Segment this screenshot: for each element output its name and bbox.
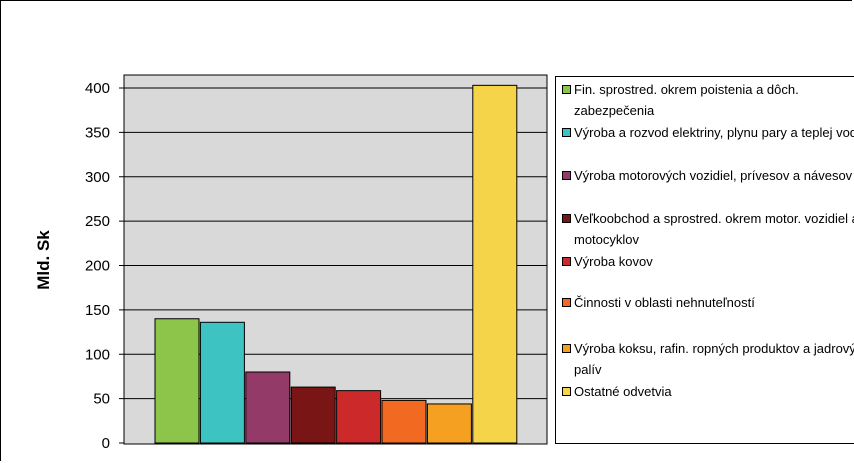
y-tick-label: 50	[93, 391, 110, 408]
legend-swatch	[562, 171, 571, 180]
legend-label: Veľkoobchod a sprostred. okrem motor. vo…	[574, 211, 854, 247]
bar	[381, 399, 427, 444]
y-tick-label: 150	[85, 302, 110, 319]
legend-label: Ostatné odvetvia	[574, 384, 672, 399]
bar	[426, 403, 472, 444]
legend-label: Fin. sprostred. okrem poistenia a dôch. …	[574, 82, 799, 118]
y-axis: 0 50 100 150 200 250 300 350 400	[85, 80, 124, 452]
legend-swatch	[562, 128, 571, 137]
bar	[336, 390, 382, 444]
legend-label: Výroba a rozvod elektriny, plynu pary a …	[574, 125, 854, 140]
bar	[472, 84, 518, 444]
legend-swatch	[562, 85, 571, 94]
legend-swatch	[562, 344, 571, 353]
legend-label: Výroba koksu, rafin. ropných produktov a…	[574, 341, 854, 377]
y-tick-label: 250	[85, 213, 110, 230]
y-tick-label: 300	[85, 169, 110, 186]
legend-label: Činnosti v oblasti nehnuteľností	[574, 295, 755, 310]
legend-label: Výroba motorových vozidiel, prívesov a n…	[574, 168, 853, 183]
y-tick-label: 0	[102, 435, 110, 452]
bar	[290, 386, 336, 444]
legend-swatch	[562, 387, 571, 396]
legend-label: Výroba kovov	[574, 254, 653, 269]
y-tick-label: 350	[85, 124, 110, 141]
bar	[154, 318, 200, 444]
bar	[245, 371, 291, 444]
legend-swatch	[562, 257, 571, 266]
y-tick-label: 400	[85, 80, 110, 97]
y-tick-label: 200	[85, 258, 110, 275]
y-axis-label: Mld. Sk	[34, 230, 53, 290]
bar	[199, 321, 245, 444]
y-tick-label: 100	[85, 346, 110, 363]
legend-swatch	[562, 214, 571, 223]
legend: Fin. sprostred. okrem poistenia a dôch. …	[555, 76, 854, 444]
legend-swatch	[562, 298, 571, 307]
bars	[154, 84, 518, 444]
